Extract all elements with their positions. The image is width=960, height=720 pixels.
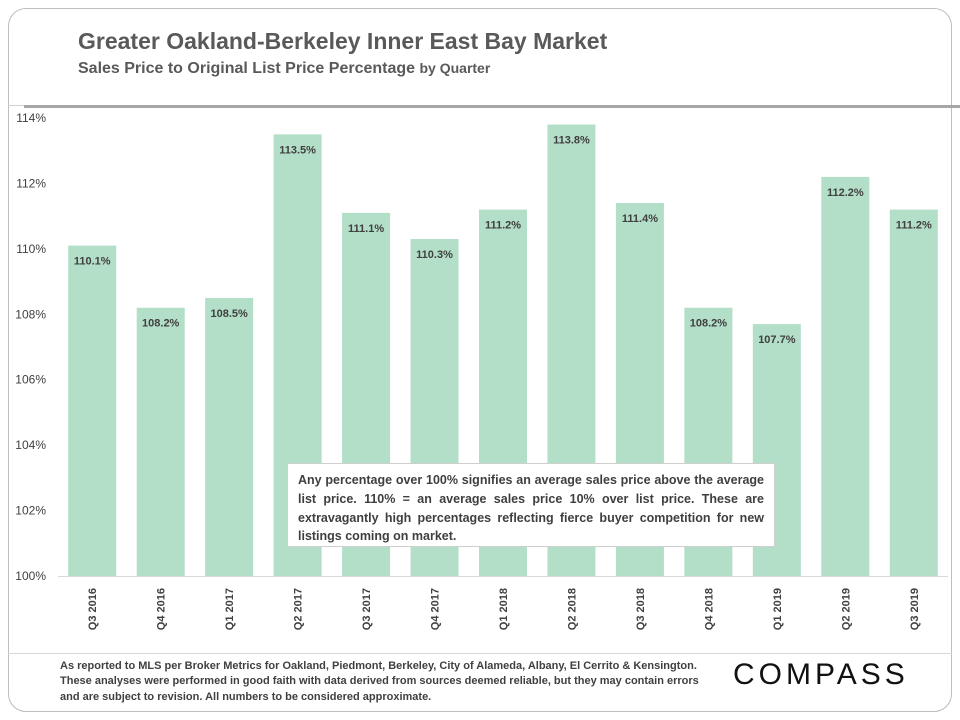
data-label: 112.2% [827, 187, 864, 199]
x-tick-label: Q1 2018 [498, 588, 510, 630]
header-rule-left [8, 105, 24, 106]
x-tick-label: Q4 2018 [703, 588, 715, 630]
bar [889, 209, 938, 576]
data-label: 113.8% [553, 135, 590, 147]
data-label: 110.3% [416, 249, 453, 261]
x-tick-label: Q4 2017 [430, 588, 442, 630]
x-tick-label: Q3 2019 [909, 588, 921, 630]
y-tick-label: 104% [15, 438, 46, 452]
x-tick-label: Q3 2016 [87, 588, 99, 630]
data-label: 108.5% [210, 308, 248, 320]
x-tick-label: Q3 2017 [361, 588, 373, 630]
data-label: 108.2% [690, 318, 728, 330]
data-label: 111.1% [348, 223, 384, 235]
y-tick-label: 108% [15, 307, 46, 321]
bar [136, 307, 185, 576]
bar [205, 297, 254, 576]
data-label: 113.5% [279, 144, 316, 156]
x-tick-label: Q2 2017 [293, 588, 305, 630]
x-tick-label: Q3 2018 [635, 588, 647, 630]
x-tick-label: Q1 2017 [224, 588, 236, 630]
y-tick-label: 112% [16, 176, 46, 190]
x-tick-label: Q2 2018 [566, 588, 578, 630]
y-tick-label: 110% [16, 242, 46, 256]
source-footnote: As reported to MLS per Broker Metrics fo… [60, 660, 699, 703]
x-tick-label: Q2 2019 [840, 588, 852, 630]
y-tick-label: 114% [16, 111, 46, 125]
x-tick-label: Q1 2019 [772, 588, 784, 630]
chart-subtitle: Sales Price to Original List Price Perce… [78, 60, 490, 78]
y-tick-label: 100% [15, 569, 46, 583]
explanation-callout: Any percentage over 100% signifies an av… [287, 463, 775, 547]
subtitle-main: Sales Price to Original List Price Perce… [78, 60, 416, 77]
data-label: 111.2% [485, 220, 521, 232]
x-tick-label: Q4 2016 [156, 588, 168, 630]
y-tick-label: 106% [15, 373, 46, 387]
y-tick-label: 102% [15, 504, 46, 518]
data-label: 110.1% [74, 256, 111, 268]
footer-rule [8, 653, 952, 654]
bar [68, 245, 117, 577]
compass-logo: COMPASS [733, 658, 909, 691]
data-label: 107.7% [758, 334, 796, 346]
data-label: 108.2% [142, 318, 180, 330]
data-label: 111.4% [622, 213, 658, 225]
data-label: 111.2% [896, 220, 932, 232]
bar [821, 176, 870, 576]
header-rule [24, 105, 960, 108]
subtitle-suffix: by Quarter [419, 60, 491, 76]
chart-title: Greater Oakland-Berkeley Inner East Bay … [78, 28, 608, 54]
